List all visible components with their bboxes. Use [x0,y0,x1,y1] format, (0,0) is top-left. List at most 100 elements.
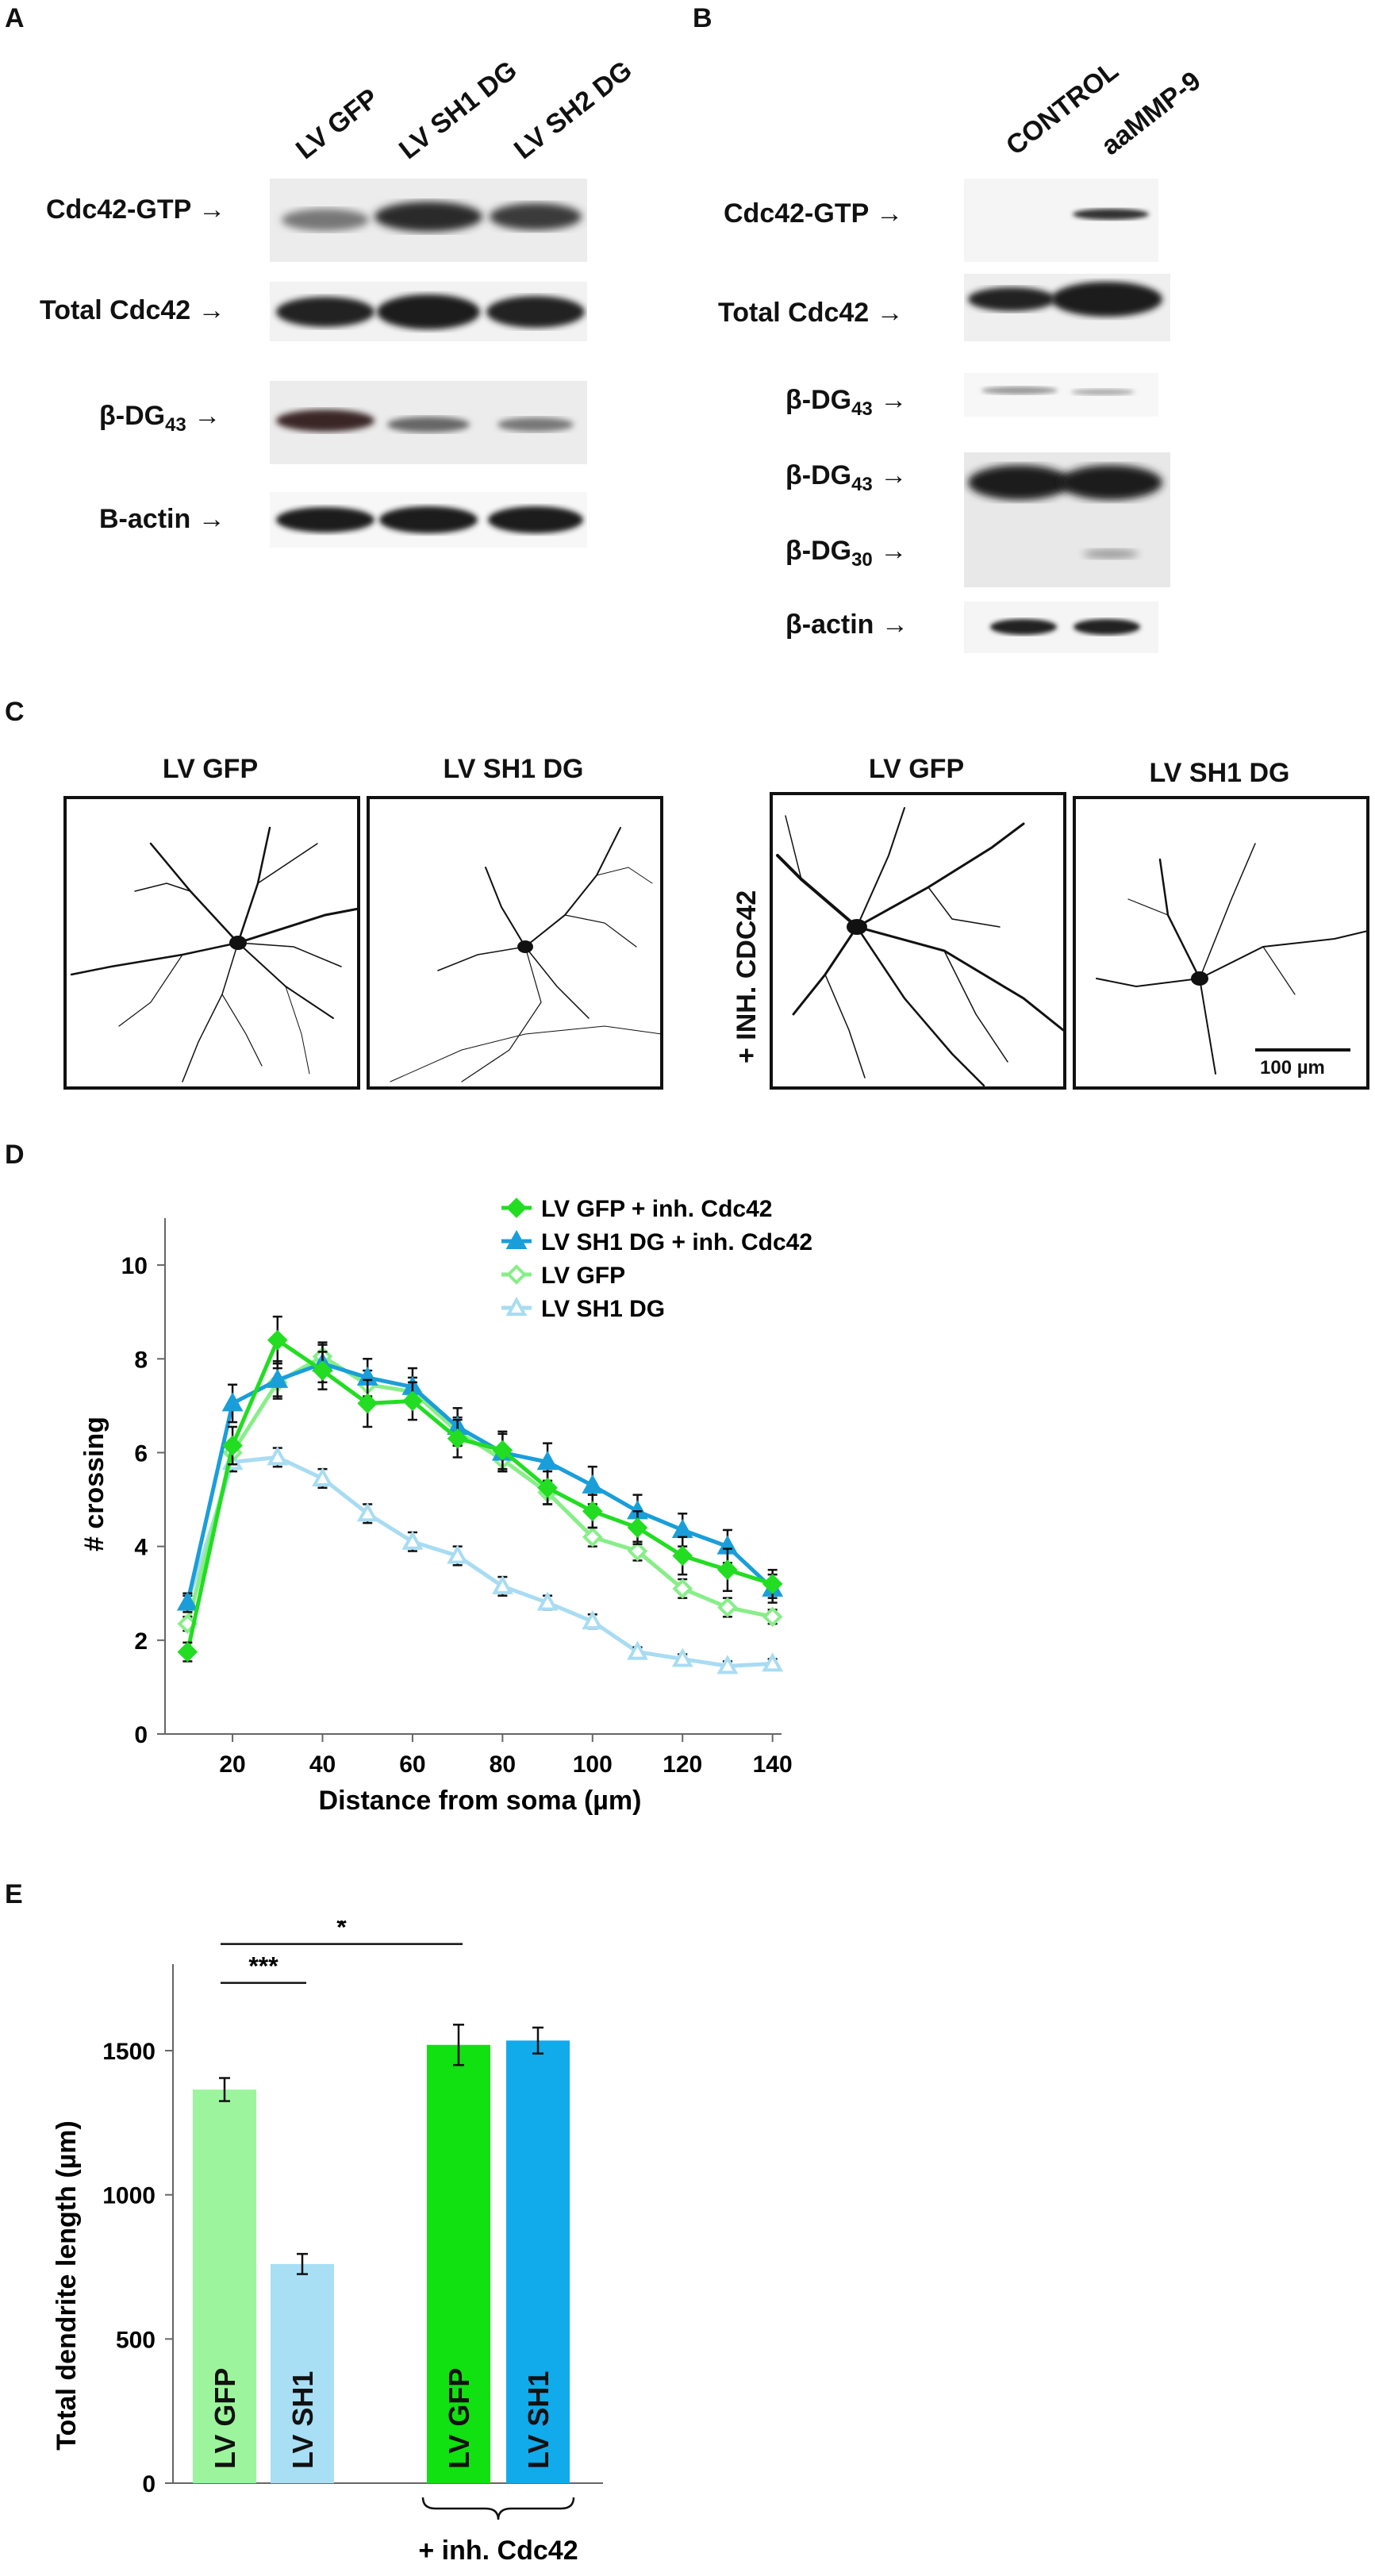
legend-marker [505,1296,528,1316]
image-title-lv-gfp: LV GFP [162,754,259,784]
y-tick-label: 0 [134,1722,148,1748]
scale-bar-label: 100 µm [1260,1057,1325,1078]
data-point [491,1574,513,1594]
panel-label-c: C [5,697,25,727]
data-point [222,1435,243,1456]
data-point [447,1428,468,1449]
data-point [717,1559,738,1581]
data-point [401,1530,424,1550]
legend-label: LV GFP [541,1263,625,1289]
panel-label-a: A [5,3,25,33]
bar [193,2090,256,2483]
data-point [627,1517,648,1538]
data-point [582,1526,603,1548]
data-point [672,1578,693,1599]
neuron-image-lv-gfp [63,796,360,1090]
wb-row-label-b-total-cdc42: Total Cdc42 → [718,298,904,328]
blot-a-beta-dg43 [270,381,587,464]
bar-category-label: LV SH1 [286,2371,319,2469]
neuron-image-lv-sh1-dg [367,796,663,1090]
blot-b-cdc42-gtp [964,179,1158,262]
panel-label-d: D [5,1140,25,1170]
x-tick-label: 60 [399,1751,425,1778]
sholl-analysis-chart: 0 2 4 6 8 10 20 40 60 80 100 120 140 LV GFP + inh. … [79,1196,812,1816]
neuron-image-lv-gfp-inh [770,792,1066,1090]
data-point [671,1518,693,1538]
x-axis-label: Distance from soma (µm) [319,1786,642,1816]
data-point [267,1446,289,1466]
wb-row-label-b-beta-actin: β-actin → [785,609,908,640]
data-point [447,1544,469,1564]
bar [271,2263,334,2483]
bar-category-label: LV SH1 [522,2371,555,2469]
legend-label: LV SH1 DG + inh. Cdc42 [541,1229,812,1255]
legend-label: LV SH1 DG [541,1296,665,1322]
legend-marker [505,1229,528,1249]
bar-category-label: LV GFP [443,2368,475,2469]
blot-a-cdc42-gtp [270,179,587,262]
inhibitor-side-label: + INH. CDC42 [732,890,762,1063]
data-point [267,1368,289,1388]
data-point [402,1390,423,1412]
data-point [627,1540,648,1562]
series-line [185,1336,774,1653]
lane-label-lv-sh1-dg: LV SH1 DG [393,55,523,166]
data-point [582,1474,604,1494]
data-point [671,1647,693,1667]
data-point [357,1393,378,1414]
legend-label: LV GFP + inh. Cdc42 [541,1196,772,1222]
y-tick-label: 4 [134,1535,148,1561]
blot-b-beta-actin [964,602,1158,653]
lane-label-lv-gfp: LV GFP [290,83,385,166]
wb-row-label-total-cdc42: Total Cdc42 → [40,295,225,325]
bar-category-label: LV GFP [209,2368,241,2469]
wb-row-label-b-beta-dg30: β-DG30 → [785,536,908,571]
data-point [716,1655,739,1674]
y-tick-label: 10 [121,1253,148,1279]
data-point [221,1392,244,1412]
data-point [762,1574,783,1594]
data-point [312,1467,333,1486]
x-tick-label: 140 [753,1751,793,1778]
data-point [537,1477,558,1498]
image-title-lv-sh1-dg-inh: LV SH1 DG [1149,758,1290,788]
legend-marker [506,1264,527,1285]
data-point [312,1360,333,1381]
blot-b-beta-dg43-short [964,373,1158,417]
data-point [176,1591,198,1611]
significance-label: *** [248,1952,278,1981]
y-axis-label: # crossing [79,1417,109,1551]
data-point [762,1606,783,1628]
x-tick-label: 80 [490,1751,516,1778]
lane-label-lv-sh2-dg: LV SH2 DG [508,55,638,166]
bar [506,2040,570,2483]
data-point [356,1502,378,1522]
image-title-lv-sh1-dg: LV SH1 DG [443,754,584,784]
data-point [717,1597,738,1618]
y-tick-label: 6 [134,1440,148,1467]
legend-marker [506,1198,527,1218]
data-point [582,1501,603,1522]
y-axis-label: Total dendrite length (µm) [52,2120,82,2451]
data-point [536,1451,559,1471]
y-tick-label: 0 [142,2471,156,2497]
group-label-inh-cdc42: + inh. Cdc42 [418,2536,578,2566]
panel-label-b: B [693,3,712,33]
x-tick-label: 120 [663,1751,702,1778]
data-point [672,1545,693,1567]
wb-row-label-beta-dg43: β-DG43 → [99,401,221,436]
blot-a-total-cdc42 [270,282,587,341]
y-tick-label: 1500 [102,2039,156,2065]
wb-row-label-b-cdc42-gtp: Cdc42-GTP → [724,198,904,229]
y-tick-label: 8 [134,1347,148,1373]
data-point [267,1329,288,1351]
neuron-image-lv-sh1-dg-inh [1073,796,1369,1090]
y-tick-label: 500 [116,2327,156,2353]
series-0 [177,1315,783,1663]
group-brace [421,2497,575,2520]
data-point [177,1641,198,1663]
wb-row-label-b-beta-dg43-b: β-DG43 → [785,460,908,495]
wb-row-label-cdc42-gtp: Cdc42-GTP → [46,194,226,225]
wb-row-label-b-actin: B-actin → [99,504,225,534]
